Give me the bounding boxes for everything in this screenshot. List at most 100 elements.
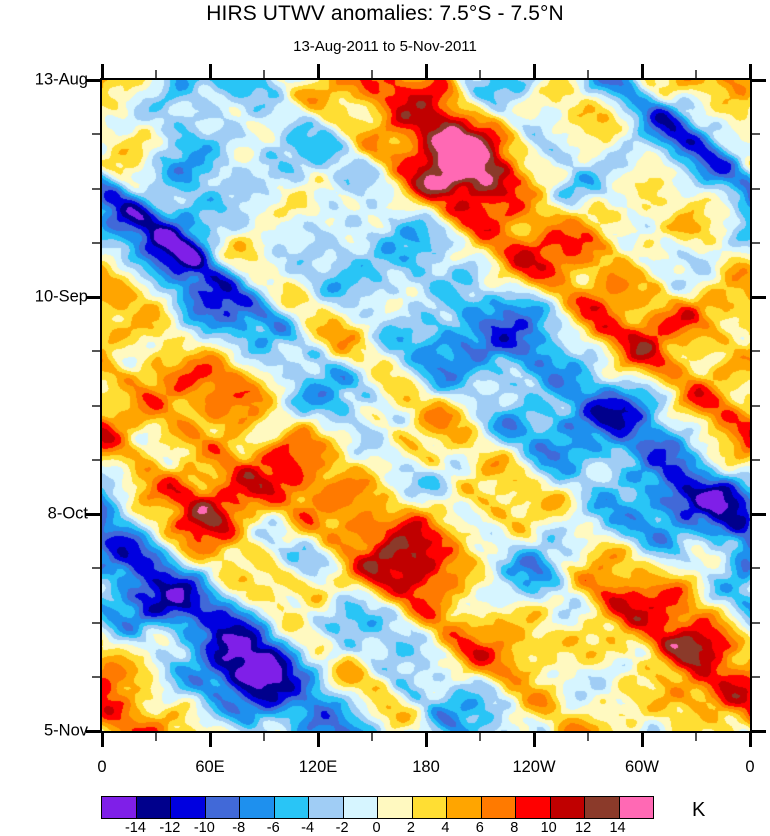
y-minor-tick [92,405,100,407]
x-axis-tick-label: 60W [625,758,659,776]
y-minor-tick [92,242,100,244]
y-minor-tick [92,188,100,190]
x-major-tick [533,64,536,78]
y-axis-tick-label: 8-Oct [47,504,88,523]
subtitle: 13-Aug-2011 to 5-Nov-2011 [293,38,477,55]
x-major-tick [641,733,644,747]
colorbar-swatch[interactable] [204,797,239,818]
x-minor-tick [587,70,589,78]
colorbar-tick-label: -8 [232,820,246,836]
x-minor-tick [155,70,157,78]
colorbar-swatch[interactable] [411,797,446,818]
x-major-tick [749,733,752,747]
y-major-tick [86,730,100,733]
anomaly-field-heatmap [102,80,750,731]
x-major-tick [533,733,536,747]
colorbar-swatch[interactable] [170,797,205,818]
y-minor-tick [92,676,100,678]
x-major-tick [749,64,752,78]
colorbar-tick-label: 8 [510,820,519,836]
y-minor-tick [752,133,760,135]
colorbar-tick-label: -2 [335,820,349,836]
x-axis-tick-label: 0 [97,758,107,776]
x-major-tick [317,733,320,747]
x-major-tick [425,64,428,78]
colorbar-swatch[interactable] [135,797,170,818]
x-axis-tick-label: 0 [745,758,755,776]
colorbar-tick-label: 10 [540,820,557,836]
colorbar-swatch[interactable] [308,797,343,818]
page-title: HIRS UTWV anomalies: 7.5°S - 7.5°N [206,2,564,25]
colorbar-swatch[interactable] [342,797,377,818]
colorbar-swatch[interactable] [480,797,515,818]
x-major-tick [641,64,644,78]
y-axis-labels: 13-Aug 10-Sep 8-Oct 5-Nov [0,0,88,834]
x-axis-tick-label: 120W [512,758,556,776]
y-minor-tick [92,133,100,135]
x-minor-tick [479,733,481,741]
y-minor-tick [92,567,100,569]
y-minor-tick [752,622,760,624]
y-minor-tick [752,350,760,352]
x-major-tick [209,733,212,747]
y-minor-tick [752,459,760,461]
x-axis-tick-label: 120E [298,758,338,776]
colorbar-tick-label: 4 [441,820,450,836]
colorbar-swatch[interactable] [515,797,550,818]
y-minor-tick [92,459,100,461]
y-major-tick [752,296,766,299]
y-minor-tick [752,567,760,569]
colorbar-swatch[interactable] [584,797,619,818]
x-major-tick [101,733,104,747]
x-major-tick [209,64,212,78]
y-minor-tick [752,242,760,244]
y-minor-tick [752,405,760,407]
y-minor-tick [752,676,760,678]
x-major-tick [317,64,320,78]
y-major-tick [752,513,766,516]
y-major-tick [752,79,766,82]
y-axis-tick-label: 13-Aug [34,70,88,89]
y-axis-tick-label: 10-Sep [34,287,88,306]
colorbar[interactable] [101,796,654,819]
colorbar-tick-label: -4 [301,820,315,836]
colorbar-tick-label: 2 [406,820,415,836]
colorbar-tick-label: 0 [372,820,381,836]
colorbar-unit-label: K [692,799,706,821]
colorbar-tick-label: 12 [575,820,592,836]
colorbar-tick-label: 6 [475,820,484,836]
y-minor-tick [92,622,100,624]
colorbar-swatch[interactable] [102,797,136,818]
x-minor-tick [587,733,589,741]
colorbar-swatch[interactable] [273,797,308,818]
y-major-tick [86,79,100,82]
colorbar-tick-label: -6 [266,820,280,836]
x-axis-tick-label: 180 [412,758,440,776]
colorbar-tick-label: 14 [609,820,626,836]
colorbar-tick-label: -12 [159,820,181,836]
colorbar-tick-label: -10 [193,820,215,836]
colorbar-swatch[interactable] [377,797,412,818]
x-minor-tick [155,733,157,741]
y-major-tick [86,296,100,299]
colorbar-swatch[interactable] [446,797,481,818]
y-major-tick [86,513,100,516]
x-minor-tick [371,733,373,741]
y-axis-tick-label: 5-Nov [43,721,88,740]
y-minor-tick [92,350,100,352]
x-minor-tick [371,70,373,78]
y-major-tick [752,730,766,733]
x-minor-tick [263,733,265,741]
plot-area[interactable] [100,78,752,733]
x-minor-tick [695,70,697,78]
x-axis-tick-label: 60E [195,758,225,776]
x-minor-tick [479,70,481,78]
colorbar-swatch[interactable] [549,797,584,818]
x-minor-tick [263,70,265,78]
x-major-tick [101,64,104,78]
y-minor-tick [752,188,760,190]
x-minor-tick [695,733,697,741]
colorbar-swatch[interactable] [618,797,653,818]
colorbar-swatch[interactable] [239,797,274,818]
